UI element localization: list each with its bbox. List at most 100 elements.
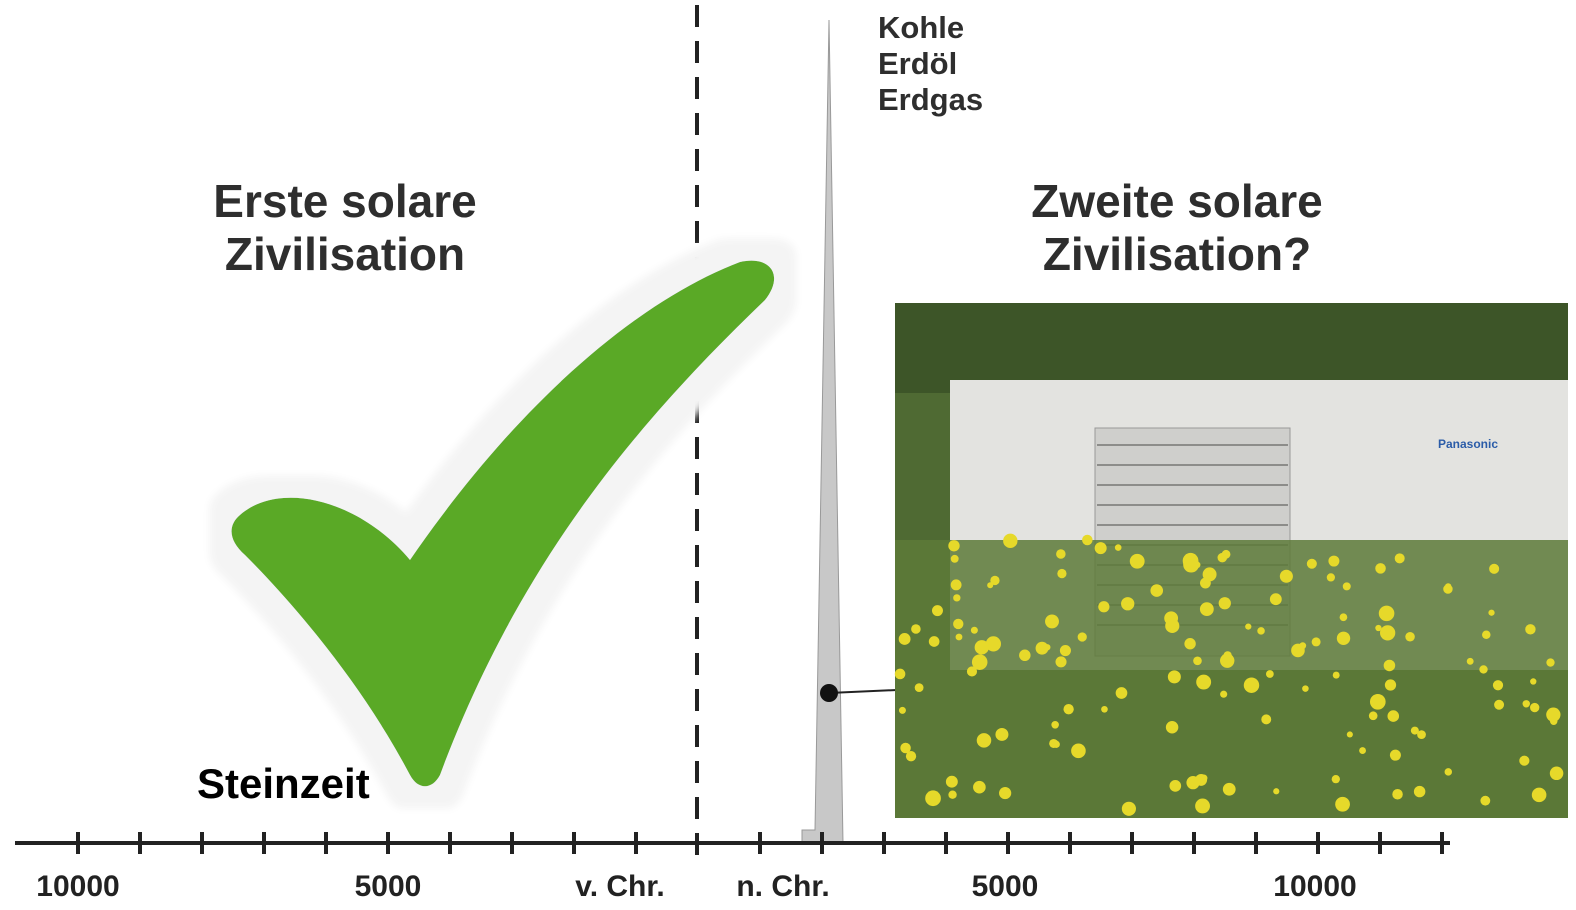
fossil-label: Erdöl [878, 46, 957, 81]
flower [986, 636, 1001, 651]
flower [1380, 625, 1395, 640]
flower [1388, 710, 1400, 722]
flower [1270, 593, 1282, 605]
flower [1082, 535, 1093, 546]
flower [1519, 756, 1529, 766]
era-label: Zweite solare [1031, 175, 1322, 227]
photo-brand: Panasonic [1438, 437, 1498, 451]
flower [1150, 584, 1163, 597]
flower [948, 540, 959, 551]
flower [1273, 788, 1279, 794]
flower [1051, 721, 1059, 729]
flower [1266, 670, 1274, 678]
diagram: Erste solare Zivilisation Zweite solare … [0, 0, 1576, 910]
flower [1343, 582, 1351, 590]
flower [1493, 680, 1503, 690]
era-label: Zivilisation [225, 228, 465, 280]
annotation: Steinzeit [197, 760, 370, 807]
era-label: Zivilisation? [1043, 228, 1311, 280]
flower [1395, 553, 1405, 563]
flower [1482, 630, 1490, 638]
flower [1261, 714, 1271, 724]
flower [1193, 656, 1202, 665]
flower [895, 669, 906, 680]
flower [953, 594, 960, 601]
flower [906, 751, 916, 761]
fossil-spike [802, 20, 843, 843]
flower [1056, 549, 1066, 559]
flower [1523, 700, 1530, 707]
flower [1550, 767, 1564, 781]
flower [1479, 665, 1487, 673]
flower [1392, 789, 1402, 799]
flower [1369, 711, 1378, 720]
flower [1063, 704, 1073, 714]
flower [925, 790, 941, 806]
flower [1184, 638, 1195, 649]
flower [1200, 775, 1207, 782]
axis-label: 5000 [972, 870, 1039, 903]
flower [1375, 563, 1386, 574]
flower [1340, 613, 1348, 621]
flower [1370, 694, 1386, 710]
flower [1130, 554, 1145, 569]
flower [1530, 703, 1539, 712]
era-label: Erste solare [213, 175, 476, 227]
axis-label: 10000 [1273, 870, 1356, 903]
flower [1411, 727, 1419, 735]
flower [1121, 597, 1134, 610]
flower [1332, 775, 1340, 783]
flower [1044, 644, 1050, 650]
flower [1098, 601, 1109, 612]
flower [1095, 542, 1107, 554]
flower [1546, 658, 1554, 666]
flower [1312, 637, 1321, 646]
flower [1375, 625, 1381, 631]
flower [948, 791, 956, 799]
flower [977, 733, 992, 748]
page: {"fossil_labels": ["Kohle", "Erdöl", "Er… [0, 0, 1576, 910]
flower [971, 627, 978, 634]
flower [956, 634, 963, 641]
flower [1405, 632, 1415, 642]
flower [1115, 544, 1122, 551]
flower [1196, 675, 1211, 690]
flower [1003, 534, 1017, 548]
flower [911, 624, 921, 634]
flower [1385, 679, 1396, 690]
flower [1165, 619, 1179, 633]
axis-label: v. Chr. [575, 870, 664, 903]
flower [1101, 706, 1108, 713]
photo: Panasonic [895, 303, 1568, 818]
flower [1218, 553, 1228, 563]
flower [1335, 797, 1350, 812]
flower [1223, 783, 1236, 796]
flower [1494, 700, 1504, 710]
flower [951, 579, 962, 590]
flower [1307, 559, 1317, 569]
flower [1222, 656, 1233, 667]
flower [1055, 656, 1066, 667]
flower [1280, 570, 1293, 583]
flower [953, 619, 963, 629]
flower [1078, 632, 1087, 641]
flower [1219, 597, 1231, 609]
flower [1327, 573, 1335, 581]
flower [946, 776, 958, 788]
flower [1443, 584, 1452, 593]
flower [1200, 602, 1214, 616]
flower [1445, 768, 1452, 775]
flower [1245, 623, 1251, 629]
flower [1257, 627, 1265, 635]
flower [929, 636, 940, 647]
pointer-dot [820, 684, 838, 702]
flower [1414, 786, 1425, 797]
flower [1384, 660, 1396, 672]
flower [1186, 776, 1199, 789]
flower [1220, 691, 1227, 698]
flower [1200, 578, 1211, 589]
flower [951, 555, 959, 563]
flower [1166, 721, 1178, 733]
checkmark [232, 261, 775, 787]
flower [1019, 650, 1031, 662]
